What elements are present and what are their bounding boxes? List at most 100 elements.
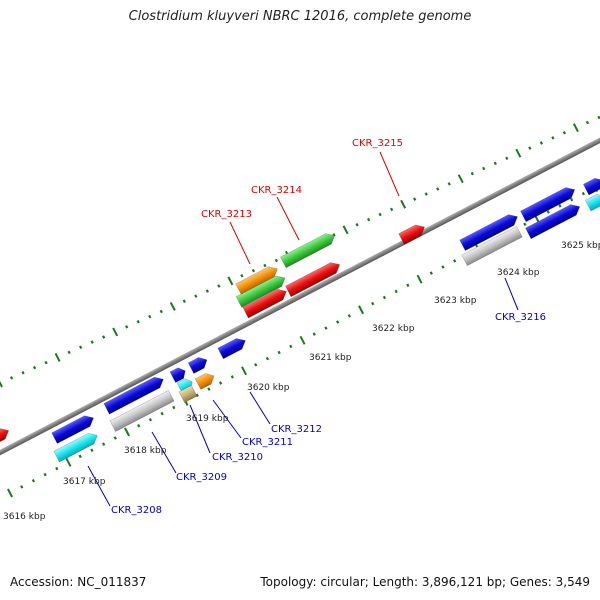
blue-gene-arrow[interactable] [520, 184, 578, 223]
minor-tick [90, 340, 94, 344]
green-gene-arrow[interactable] [235, 273, 288, 308]
minor-tick [447, 182, 451, 186]
gene-feature[interactable] [280, 230, 338, 269]
minor-tick [436, 187, 440, 191]
minor-tick [254, 362, 258, 367]
major-tick [65, 458, 72, 467]
gene-feature[interactable] [109, 390, 175, 432]
gene-feature[interactable] [235, 264, 281, 295]
gene-label-ckr-3208[interactable]: CKR_3208 [111, 505, 162, 516]
tick-label: 3617 kbp [63, 477, 106, 487]
blue-gene-arrow[interactable] [525, 201, 583, 240]
gene-feature[interactable] [217, 335, 248, 360]
minor-tick [562, 131, 567, 135]
gene-feature[interactable] [461, 225, 523, 267]
gene-label-ckr-3210[interactable]: CKR_3210 [212, 452, 263, 463]
minor-tick [21, 371, 25, 375]
minor-tick [217, 284, 221, 288]
minor-tick [413, 197, 417, 201]
tick-label: 3622 kbp [372, 324, 415, 334]
gene-feature[interactable] [398, 222, 428, 245]
minor-tick [347, 314, 351, 318]
red-gene-arrow[interactable] [242, 286, 289, 319]
gene-feature[interactable] [103, 374, 166, 415]
gene-label-ckr-3209[interactable]: CKR_3209 [176, 472, 227, 483]
minor-tick [366, 217, 371, 222]
red-gene-arrow[interactable] [398, 222, 428, 245]
minor-tick [207, 387, 211, 391]
gene-feature[interactable] [525, 201, 583, 240]
tick-label: 3623 kbp [434, 296, 477, 306]
gene-feature[interactable] [0, 425, 11, 448]
cyan-gene-arrow[interactable] [53, 430, 100, 463]
blue-gene-arrow[interactable] [187, 355, 210, 374]
leader-line [276, 196, 300, 241]
gene-feature[interactable] [178, 385, 198, 403]
blue-gene-arrow[interactable] [582, 175, 600, 196]
minor-tick [79, 345, 83, 350]
leader-line [212, 399, 242, 439]
gene-feature[interactable] [459, 211, 521, 252]
gene-label-ckr-3212[interactable]: CKR_3212 [271, 424, 322, 435]
blue-gene-arrow[interactable] [51, 413, 97, 444]
minor-tick [160, 411, 164, 416]
minor-tick [528, 146, 532, 150]
gene-feature[interactable] [169, 365, 188, 383]
gene-feature[interactable] [235, 273, 288, 308]
gene-feature[interactable] [584, 191, 600, 212]
leader-line [87, 465, 111, 507]
tick-label: 3616 kbp [3, 512, 46, 522]
label-leader-lines [87, 151, 519, 507]
tick-label: 3619 kbp [186, 414, 229, 424]
gene-label-ckr-3214[interactable]: CKR_3214 [251, 185, 302, 196]
tan-gene-arrow[interactable] [178, 385, 198, 403]
orange-gene-arrow[interactable] [194, 371, 217, 390]
blue-gene-arrow[interactable] [103, 374, 166, 415]
blue-gene-arrow[interactable] [217, 335, 248, 360]
gene-feature[interactable] [520, 184, 578, 223]
red-gene-arrow[interactable] [0, 425, 11, 448]
minor-tick [470, 171, 474, 176]
blue-gene-arrow[interactable] [169, 365, 188, 383]
gene-feature[interactable] [194, 371, 217, 390]
tick-label: 3618 kbp [124, 446, 167, 456]
minor-tick [429, 271, 433, 275]
gene-feature[interactable] [51, 413, 97, 444]
minor-tick [136, 319, 140, 324]
cyan-gene-arrow[interactable] [584, 191, 600, 212]
minor-tick [505, 156, 509, 161]
major-tick [112, 327, 119, 337]
gene-feature[interactable] [285, 259, 343, 298]
minor-tick [67, 350, 71, 355]
gene-feature[interactable] [582, 175, 600, 196]
major-tick [457, 174, 464, 184]
minor-tick [277, 350, 281, 355]
orange-gene-arrow[interactable] [235, 264, 281, 295]
major-tick [342, 225, 349, 235]
grey-gene-arrow[interactable] [109, 390, 175, 432]
upper-tick-track [0, 115, 600, 388]
gene-feature[interactable] [242, 286, 289, 319]
major-tick [400, 199, 407, 209]
minor-tick [539, 141, 544, 145]
minor-tick [355, 222, 359, 227]
major-tick [241, 366, 247, 376]
leader-line [189, 404, 211, 454]
gene-feature[interactable] [187, 355, 210, 374]
red-gene-arrow[interactable] [285, 259, 343, 298]
tick-label: 3620 kbp [247, 383, 290, 393]
blue-gene-arrow[interactable] [459, 211, 521, 252]
gene-label-ckr-3213[interactable]: CKR_3213 [201, 209, 252, 220]
grey-gene-arrow[interactable] [461, 225, 523, 267]
major-tick [416, 274, 423, 284]
minor-tick [102, 335, 106, 339]
gene-label-ckr-3211[interactable]: CKR_3211 [242, 437, 293, 448]
green-gene-arrow[interactable] [280, 230, 338, 269]
gene-label-ckr-3215[interactable]: CKR_3215 [352, 138, 403, 149]
backbone-line [0, 128, 600, 466]
gene-feature[interactable] [53, 430, 100, 463]
minor-tick [558, 204, 562, 208]
major-tick [0, 380, 3, 388]
gene-label-ckr-3216[interactable]: CKR_3216 [495, 312, 546, 323]
minor-tick [482, 166, 486, 171]
